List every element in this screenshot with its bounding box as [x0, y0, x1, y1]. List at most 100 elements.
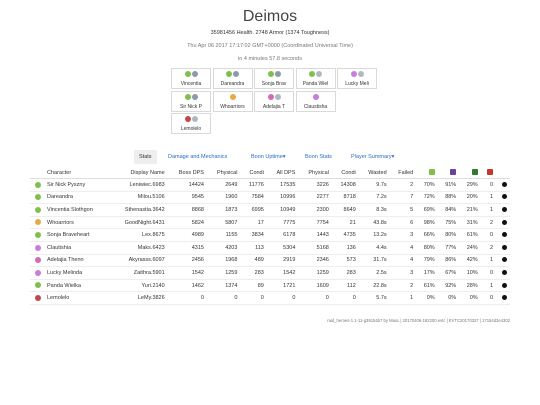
cell-profession [30, 216, 44, 230]
col-condi-all[interactable]: Condi [331, 167, 359, 179]
cell-profession [30, 178, 44, 192]
cell-display-name: Zaithra.5901 [109, 266, 168, 280]
col-display-name[interactable]: Display Name [109, 167, 168, 179]
cell-physical-all: 2300 [298, 203, 332, 217]
cell-display-name: Leniwiec.6983 [109, 178, 168, 192]
stats-table-body: Sir Nick Pyszny Leniwiec.6983 14424 2649 117… [30, 178, 510, 305]
cell-downed: 0 [480, 178, 496, 192]
party-member-icons [214, 93, 252, 104]
cell-dead [496, 228, 510, 242]
party-member-icons [297, 93, 335, 104]
cell-condi: 6995 [240, 203, 267, 217]
cell-all-dps: 10996 [266, 191, 299, 205]
col-physical-all[interactable]: Physical [298, 167, 332, 179]
tab-damage-and-mechanics[interactable]: Damage and Mechanics [168, 154, 228, 160]
cell-condi: 7584 [240, 191, 267, 205]
table-row[interactable]: Lemolelo LeMy.3826 0 0 0 0 0 0 5.7s 1 0% 0% 0% 0 [30, 291, 510, 305]
cell-all-dps: 2919 [266, 254, 299, 268]
cell-dead [496, 254, 510, 268]
skull-icon [502, 219, 507, 225]
party-member-name: Whoarriors [220, 103, 245, 110]
col-condi[interactable]: Condi [240, 167, 267, 179]
cell-failed: 4 [389, 241, 417, 255]
tab-boon-stats[interactable]: Boon Stats [305, 154, 332, 160]
col-downed-icon[interactable] [480, 167, 496, 179]
cell-condi: 0 [240, 291, 267, 305]
cell-might: 61% [416, 279, 438, 293]
table-row[interactable]: Dareandra Milou.5106 9545 1960 7584 10996 2277… [30, 191, 510, 205]
gear-stat-icon [274, 71, 281, 77]
cell-physical: 1259 [206, 266, 241, 280]
page-title: Deimos [242, 8, 298, 25]
table-row[interactable]: Whoarriors GoodNight.6431 5824 5807 17 7775 77… [30, 216, 510, 230]
cell-condi-all: 283 [331, 266, 359, 280]
party-member-name: Lemolelo [180, 126, 202, 132]
cell-failed: 4 [389, 254, 417, 268]
profession-icon [35, 194, 41, 201]
cell-condi-all: 8718 [331, 191, 359, 205]
profession-icon [184, 93, 191, 100]
col-boss-dps[interactable]: Boss DPS [167, 167, 207, 179]
party-member-icons [172, 93, 210, 104]
tab-player-summary[interactable]: Player Summary▾ [351, 150, 394, 164]
cell-physical-all: 1259 [298, 266, 332, 280]
col-wasted[interactable]: Wasted [358, 167, 390, 179]
cell-condi: 11776 [240, 178, 267, 192]
table-row[interactable]: Sir Nick Pyszny Leniwiec.6983 14424 2649 117… [30, 178, 510, 192]
gear-stat-icon [191, 116, 198, 122]
cell-physical-all: 7754 [298, 216, 332, 230]
cell-wasted: 8.3s [358, 203, 390, 217]
cell-dead [496, 216, 510, 230]
table-row[interactable]: Lucky Melinda Zaithra.5901 1542 1259 283 1542… [30, 266, 510, 280]
skull-icon [502, 194, 507, 200]
cell-might: 79% [416, 254, 438, 268]
cell-boss-dps: 5824 [167, 216, 207, 230]
col-physical[interactable]: Physical [206, 167, 241, 179]
fury-icon [450, 169, 457, 176]
skull-icon [502, 257, 507, 263]
table-row[interactable]: Sonja Braveheart Lex.8675 4989 1155 3834 6178… [30, 228, 510, 242]
col-failed[interactable]: Failed [389, 167, 417, 179]
cell-profession [30, 203, 44, 217]
table-row[interactable]: Clautishia Maks.6423 4315 4203 113 5304 5168 13… [30, 241, 510, 255]
cell-all-dps: 7775 [266, 216, 299, 230]
cell-wasted: 2.5s [358, 266, 390, 280]
party-member: Sonja Brav [254, 68, 294, 89]
tab-boon-uptime[interactable]: Boon Uptime▾ [251, 150, 286, 164]
cell-condi: 17 [240, 216, 267, 230]
table-row[interactable]: Panda Wielka Yuri.2140 1462 1374 89 1721 1609 1… [30, 279, 510, 293]
cell-condi-all: 8649 [331, 203, 359, 217]
col-character[interactable]: Character [44, 167, 110, 179]
cell-might: 69% [416, 203, 438, 217]
cell-character: Lemolelo [44, 291, 110, 305]
party-member: Dareandra [212, 68, 253, 89]
col-might-icon[interactable] [416, 167, 438, 179]
col-quickness-icon[interactable] [459, 167, 481, 179]
party-member-icons [297, 71, 335, 81]
profession-icon [35, 231, 41, 238]
tab-stats[interactable]: Stats [134, 150, 157, 164]
cell-character: Adelajia Thenn [44, 254, 110, 268]
party-member-icons [214, 71, 252, 81]
party-member-name: Sir Nick P [180, 103, 202, 110]
cell-character: Panda Wielka [44, 279, 110, 293]
cell-profession [30, 266, 44, 280]
party-member-name: Sonja Brav [261, 81, 287, 87]
cell-display-name: LeMy.3826 [109, 291, 168, 305]
cell-physical-all: 2277 [298, 191, 332, 205]
col-fury-icon[interactable] [437, 167, 460, 179]
cell-physical: 4203 [206, 241, 241, 255]
cell-condi: 489 [240, 254, 267, 268]
cell-physical: 1960 [206, 191, 241, 205]
cell-failed: 2 [389, 178, 417, 192]
cell-boss-dps: 4315 [167, 241, 207, 255]
table-row[interactable]: Adelajia Thenn Akyrasss.6097 2456 1968 489 29… [30, 254, 510, 268]
cell-downed: 1 [480, 279, 496, 293]
cell-fury: 88% [437, 191, 460, 205]
cell-wasted: 7.2s [358, 191, 390, 205]
party-member-icons [172, 116, 210, 126]
cell-boss-dps: 8868 [167, 203, 207, 217]
tab-player-summary-label: Player Summary [351, 154, 392, 160]
col-all-dps[interactable]: All DPS [266, 167, 299, 179]
table-row[interactable]: Vincentia Slothgon Sthenastia.3642 8868 187… [30, 203, 510, 217]
